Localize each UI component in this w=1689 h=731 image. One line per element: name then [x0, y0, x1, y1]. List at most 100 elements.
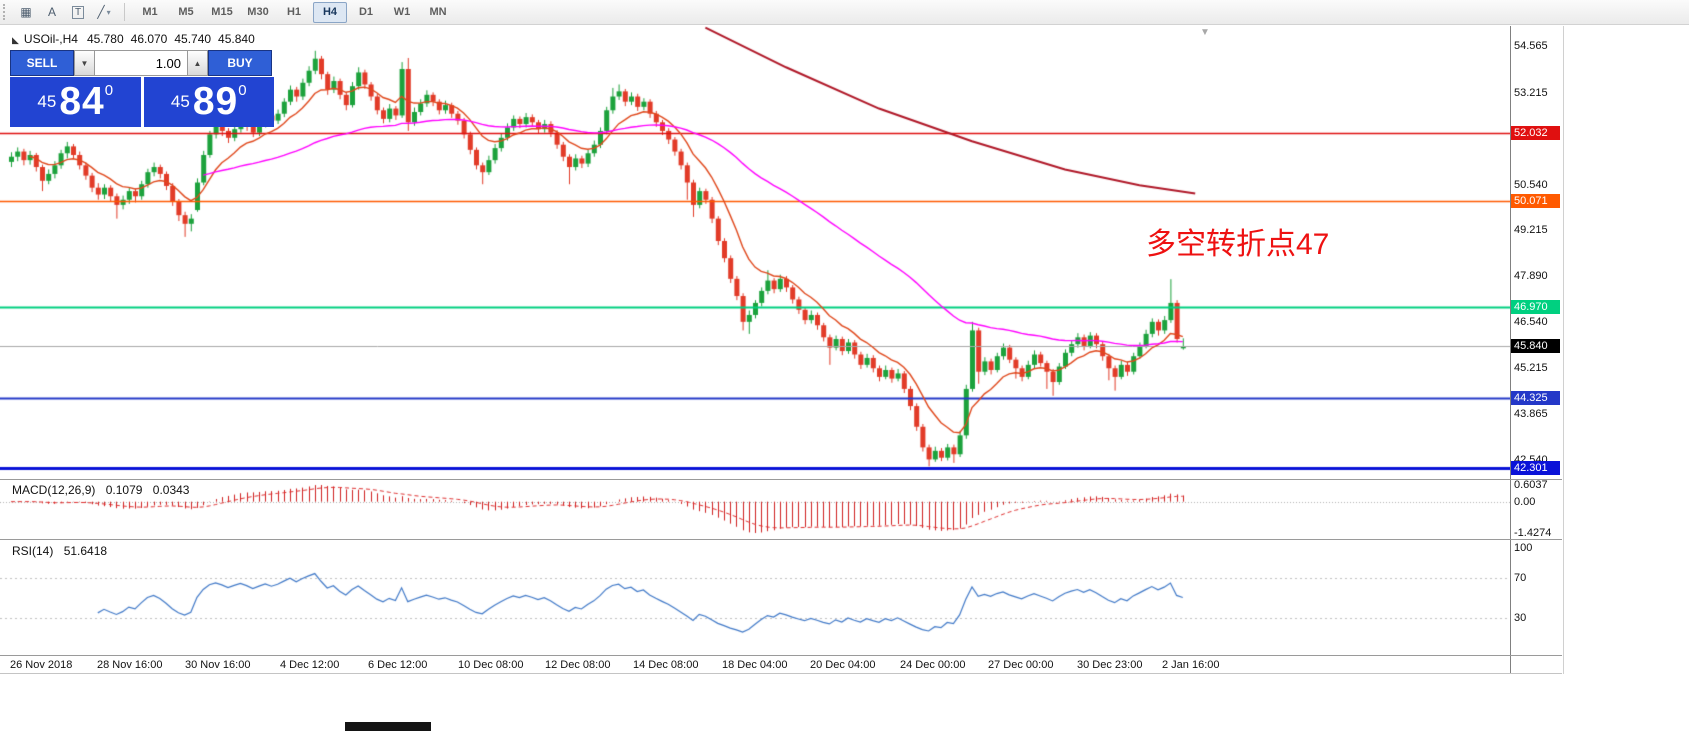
price-level-badge: 50.071: [1511, 193, 1560, 208]
rsi-axis-label: 30: [1514, 612, 1527, 624]
price-axis[interactable]: 54.565 53.215 50.540 49.215 47.890 46.540 45.2…: [1510, 26, 1564, 674]
price-tick-label: 49.215: [1514, 224, 1548, 237]
ohlc-open: 45.780: [86, 32, 124, 46]
timeframe-button-h1[interactable]: H1: [286, 6, 302, 18]
text-tool-icon: A: [47, 5, 56, 19]
timeframe-button-d1[interactable]: D1: [358, 6, 374, 18]
timeframe-button-m30[interactable]: M30: [247, 6, 269, 18]
time-axis-label: 2 Jan 16:00: [1162, 659, 1220, 671]
price-tick-label: 46.540: [1514, 316, 1548, 329]
chevron-down-icon: ▼: [80, 58, 89, 68]
toolbar-grip[interactable]: [3, 4, 8, 20]
rsi-axis-label: 100: [1514, 542, 1533, 554]
chart-shift-marker-icon[interactable]: ▼: [1200, 27, 1210, 38]
timeframe-button-h4[interactable]: H4: [313, 1, 347, 23]
buy-price-display[interactable]: 45 89 0: [143, 77, 274, 127]
time-axis-label: 14 Dec 08:00: [633, 659, 699, 671]
time-axis[interactable]: 26 Nov 2018 28 Nov 16:00 30 Nov 16:00 4 Dec…: [0, 656, 1510, 674]
ohlc-high: 46.070: [130, 32, 168, 46]
ohlc-low: 45.740: [174, 32, 212, 46]
chevron-up-icon: ▲: [193, 58, 202, 68]
volume-input[interactable]: [95, 50, 187, 76]
timeframe-button-mn[interactable]: MN: [429, 6, 447, 18]
symbol-header: ◣ USOil-,H4 45.780 46.070 45.740 45.840: [12, 32, 255, 46]
text-label-tool-icon: T: [71, 5, 85, 19]
window-bottom-border: [0, 673, 1562, 674]
price-tick-label: 54.565: [1514, 40, 1548, 53]
buy-price-int: 45: [170, 92, 190, 111]
macd-axis-max: 0.6037: [1514, 479, 1548, 491]
grid-icon: ▦: [20, 5, 32, 19]
timeframe-button-m1[interactable]: M1: [142, 6, 158, 18]
time-axis-label: 27 Dec 00:00: [988, 659, 1054, 671]
rsi-value: 51.6418: [63, 544, 108, 558]
price-level-badge: 44.325: [1511, 391, 1560, 406]
price-tick-label: 50.540: [1514, 178, 1548, 191]
time-axis-label: 10 Dec 08:00: [458, 659, 524, 671]
price-level-badge: 46.970: [1511, 300, 1560, 315]
timeframe-toolbar: M1 M5 M15 M30 H1 H4 D1 W1 MN: [132, 1, 456, 23]
rsi-indicator-label: RSI(14) 51.6418: [12, 544, 107, 558]
panel-separator: [0, 655, 1562, 656]
macd-name: MACD(12,26,9): [12, 483, 96, 497]
time-axis-label: 26 Nov 2018: [10, 659, 73, 671]
price-chart-canvas[interactable]: [0, 26, 1510, 674]
buy-button[interactable]: BUY: [208, 50, 272, 76]
time-axis-label: 24 Dec 00:00: [900, 659, 966, 671]
text-tool-icon[interactable]: A: [39, 1, 65, 24]
sell-price-point: 0: [104, 82, 114, 99]
price-level-badge: 52.032: [1511, 126, 1560, 141]
macd-axis-min: -1.4274: [1514, 527, 1552, 539]
chart-window: ◣ USOil-,H4 45.780 46.070 45.740 45.840 …: [0, 26, 1689, 674]
symbol-title: USOil-,H4: [23, 32, 78, 46]
current-price-badge: 45.840: [1511, 339, 1560, 354]
time-axis-label: 18 Dec 04:00: [722, 659, 788, 671]
timeframe-button-w1[interactable]: W1: [393, 6, 411, 18]
chart-annotation-text[interactable]: 多空转折点47: [1146, 219, 1329, 263]
panel-separator[interactable]: [0, 539, 1562, 540]
toolbar-separator: [124, 3, 125, 21]
chevron-down-icon: ▾: [106, 7, 111, 17]
ohlc-close: 45.840: [218, 32, 255, 46]
macd-main-value: 0.1079: [105, 483, 143, 497]
sell-price-display[interactable]: 45 84 0: [10, 77, 141, 127]
main-toolbar: ▦ A T ╱ ▾ M1 M5 M15 M30 H1 H4 D1 W1 MN: [0, 0, 1689, 25]
timeframe-button-m5[interactable]: M5: [178, 6, 194, 18]
rsi-axis-label: 70: [1514, 572, 1527, 584]
rsi-name: RSI(14): [12, 544, 54, 558]
price-tick-label: 45.215: [1514, 361, 1548, 374]
buy-price-pips: 89: [192, 80, 239, 123]
price-tick-label: 47.890: [1514, 269, 1548, 282]
grid-icon[interactable]: ▦: [13, 1, 39, 24]
time-axis-label: 30 Dec 23:00: [1077, 659, 1143, 671]
volume-increase-button[interactable]: ▲: [187, 50, 208, 76]
timeframe-button-m15[interactable]: M15: [211, 6, 233, 18]
symbol-chart-icon: ◣: [12, 35, 19, 45]
drawing-tools: ▦ A T ╱ ▾: [13, 1, 117, 24]
time-axis-label: 28 Nov 16:00: [97, 659, 163, 671]
time-axis-label: 20 Dec 04:00: [810, 659, 876, 671]
annotation-label: 多空转折点47: [1146, 228, 1330, 261]
sell-price-int: 45: [37, 92, 57, 111]
one-click-trading-panel: SELL ▼ ▲ BUY 45 84 0 45 89: [10, 50, 274, 127]
time-axis-label: 4 Dec 12:00: [280, 659, 340, 671]
sell-button[interactable]: SELL: [10, 50, 74, 76]
buy-price-point: 0: [238, 82, 247, 99]
macd-signal-value: 0.0343: [152, 483, 190, 497]
time-axis-label: 6 Dec 12:00: [368, 659, 428, 671]
sell-price-pips: 84: [59, 80, 105, 123]
macd-indicator-label: MACD(12,26,9) 0.1079 0.0343: [12, 483, 189, 497]
volume-decrease-button[interactable]: ▼: [74, 50, 95, 76]
time-axis-label: 12 Dec 08:00: [545, 659, 611, 671]
trendline-tool-icon[interactable]: ╱ ▾: [91, 1, 117, 24]
price-tick-label: 43.865: [1514, 408, 1548, 421]
text-label-tool-icon[interactable]: T: [65, 1, 91, 24]
macd-axis-zero: 0.00: [1514, 495, 1536, 508]
price-level-badge: 42.301: [1511, 460, 1560, 475]
bottom-dark-strip: [345, 722, 431, 731]
price-tick-label: 53.215: [1514, 86, 1548, 99]
panel-separator[interactable]: [0, 479, 1562, 480]
time-axis-label: 30 Nov 16:00: [185, 659, 251, 671]
trendline-tool-icon: ╱: [97, 5, 105, 19]
